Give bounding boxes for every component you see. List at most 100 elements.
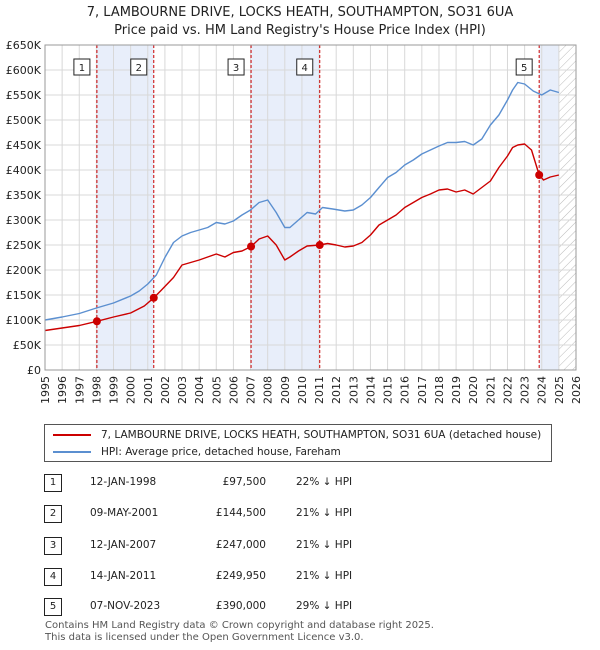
y-tick-label: £250K	[6, 239, 42, 252]
row-hpi: 22% ↓ HPI	[296, 476, 353, 488]
legend-line-red	[53, 434, 91, 436]
table-row: 2 09-MAY-2001 £144,500 21% ↓ HPI	[0, 503, 600, 533]
title-line-1: 7, LAMBOURNE DRIVE, LOCKS HEATH, SOUTHAM…	[86, 5, 514, 20]
footer-licence: This data is licensed under the Open Gov…	[45, 632, 364, 643]
row-price: £249,950	[215, 570, 266, 582]
footer-copyright: Contains HM Land Registry data © Crown c…	[45, 620, 434, 631]
table-row: 5 07-NOV-2023 £390,000 29% ↓ HPI	[0, 596, 600, 626]
sale-point	[247, 242, 256, 251]
row-price: £97,500	[222, 476, 266, 488]
x-tick-label: 2018	[433, 376, 446, 404]
x-tick-label: 2013	[347, 376, 360, 404]
sale-label-number: 1	[79, 63, 85, 74]
x-tick-label: 2009	[279, 376, 292, 404]
forecast-hatch	[558, 45, 576, 370]
sale-point	[92, 317, 101, 326]
row-hpi: 29% ↓ HPI	[296, 600, 353, 612]
legend-label-hpi: HPI: Average price, detached house, Fare…	[101, 446, 341, 458]
row-date: 09-MAY-2001	[90, 507, 159, 519]
x-tick-label: 2014	[364, 376, 377, 404]
sale-point	[149, 293, 158, 302]
sale-label-number: 2	[136, 63, 142, 74]
row-price: £247,000	[215, 539, 266, 551]
shaded-period	[251, 45, 320, 370]
sale-label-number: 5	[521, 63, 527, 74]
row-price: £390,000	[215, 600, 266, 612]
y-tick-label: £550K	[6, 89, 42, 102]
x-tick-label: 2020	[467, 376, 480, 404]
x-tick-label: 2017	[416, 376, 429, 404]
chart-title: 7, LAMBOURNE DRIVE, LOCKS HEATH, SOUTHAM…	[0, 4, 600, 40]
row-number-badge: 5	[44, 598, 62, 616]
plot-frame	[44, 44, 577, 371]
y-tick-label: £50K	[13, 339, 42, 352]
y-tick-label: £300K	[6, 214, 42, 227]
legend-item-property: 7, LAMBOURNE DRIVE, LOCKS HEATH, SOUTHAM…	[53, 427, 541, 443]
x-tick-label: 2011	[313, 376, 326, 404]
x-tick-label: 2006	[227, 376, 240, 404]
sale-label-number: 3	[233, 63, 239, 74]
row-hpi: 21% ↓ HPI	[296, 539, 353, 551]
hpi-line	[44, 81, 560, 321]
row-date: 12-JAN-2007	[90, 539, 157, 551]
table-row: 4 14-JAN-2011 £249,950 21% ↓ HPI	[0, 566, 600, 596]
y-tick-label: £400K	[6, 164, 42, 177]
x-tick-label: 2023	[519, 376, 532, 404]
row-number-badge: 3	[44, 537, 62, 555]
row-number-badge: 2	[44, 505, 62, 523]
row-price: £144,500	[215, 507, 266, 519]
y-tick-label: £200K	[6, 264, 42, 277]
x-tick-label: 2008	[262, 376, 275, 404]
x-tick-label: 2025	[553, 376, 566, 404]
row-number-badge: 4	[44, 568, 62, 586]
table-row: 3 12-JAN-2007 £247,000 21% ↓ HPI	[0, 535, 600, 565]
legend-item-hpi: HPI: Average price, detached house, Fare…	[53, 444, 341, 460]
price-chart: 1 2 3 4 5 £0 £50K £100K £150K £200K £250K £300K £35…	[6, 39, 583, 404]
sale-label-box	[515, 58, 533, 76]
sale-label-box	[296, 58, 314, 76]
x-tick-label: 2019	[450, 376, 463, 404]
y-tick-label: £600K	[6, 64, 42, 77]
sale-point	[315, 241, 324, 250]
y-tick-label: £0	[27, 364, 41, 377]
x-tick-label: 2015	[382, 376, 395, 404]
x-tick-label: 2002	[159, 376, 172, 404]
chart-legend: 7, LAMBOURNE DRIVE, LOCKS HEATH, SOUTHAM…	[44, 424, 552, 462]
x-tick-label: 1995	[39, 376, 52, 404]
x-tick-label: 2004	[193, 376, 206, 404]
y-tick-label: £650K	[6, 39, 42, 52]
row-hpi: 21% ↓ HPI	[296, 507, 353, 519]
y-tick-label: £150K	[6, 289, 42, 302]
sale-label-number: 4	[302, 63, 308, 74]
x-tick-label: 2021	[484, 376, 497, 404]
x-tick-label: 2010	[296, 376, 309, 404]
row-date: 14-JAN-2011	[90, 570, 157, 582]
row-hpi: 21% ↓ HPI	[296, 570, 353, 582]
x-tick-label: 2016	[399, 376, 412, 404]
x-tick-label: 1997	[73, 376, 86, 404]
x-tick-label: 2003	[176, 376, 189, 404]
row-number-badge: 1	[44, 474, 62, 492]
shaded-period	[96, 45, 154, 370]
y-tick-label: £450K	[6, 139, 42, 152]
x-tick-label: 2001	[142, 376, 155, 404]
title-line-2: Price paid vs. HM Land Registry's House …	[114, 23, 486, 38]
x-tick-label: 2000	[125, 376, 138, 404]
sale-label-box	[73, 58, 91, 76]
x-tick-label: 2005	[210, 376, 223, 404]
y-tick-label: £350K	[6, 189, 42, 202]
row-date: 07-NOV-2023	[90, 600, 161, 612]
x-tick-label: 1996	[56, 376, 69, 404]
y-tick-label: £100K	[6, 314, 42, 327]
x-tick-label: 2007	[245, 376, 258, 404]
sale-label-box	[130, 58, 148, 76]
x-tick-label: 2012	[330, 376, 343, 404]
table-row: 1 12-JAN-1998 £97,500 22% ↓ HPI	[0, 472, 600, 502]
x-tick-label: 2024	[536, 376, 549, 404]
x-tick-label: 2022	[501, 376, 514, 404]
legend-label-property: 7, LAMBOURNE DRIVE, LOCKS HEATH, SOUTHAM…	[101, 429, 542, 441]
shaded-period	[539, 45, 559, 370]
footer: Contains HM Land Registry data © Crown c…	[45, 620, 434, 644]
x-tick-label: 2026	[570, 376, 583, 404]
sale-label-box	[227, 58, 245, 76]
